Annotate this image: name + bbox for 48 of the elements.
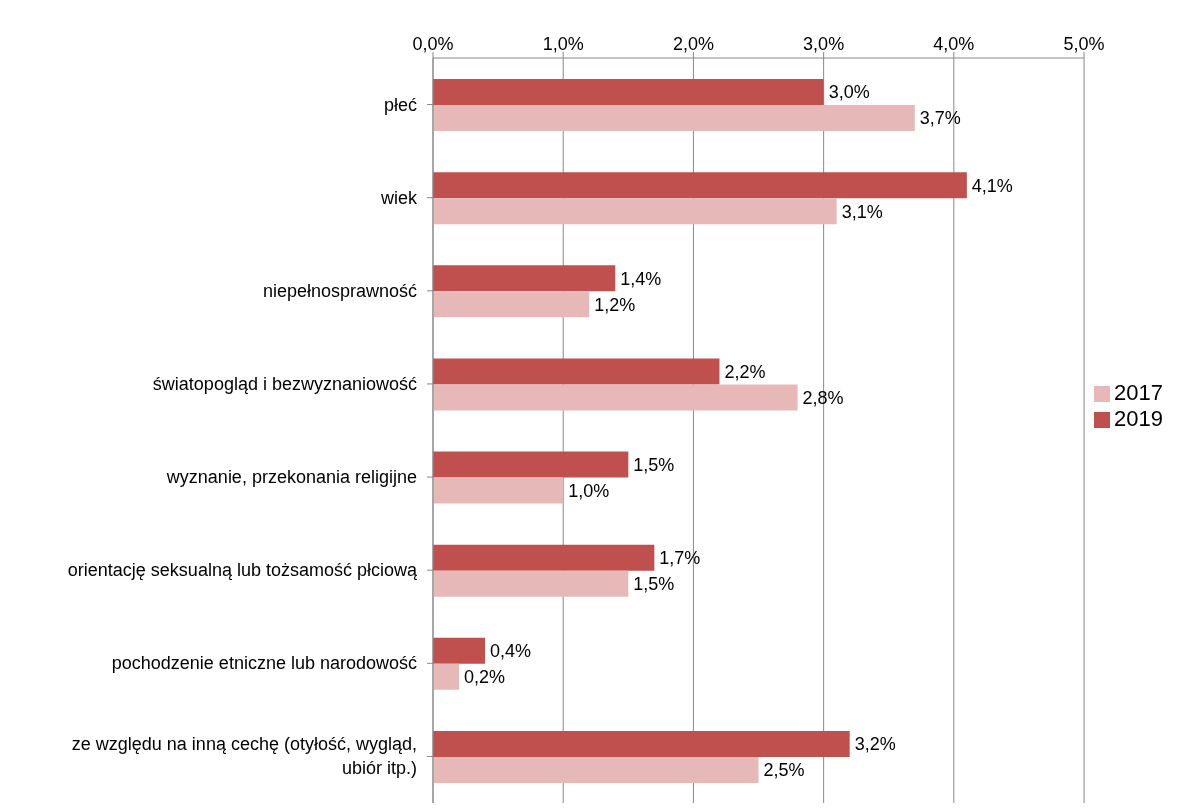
data-label: 0,2% (464, 667, 506, 688)
y-tick-label: wiek (379, 187, 418, 208)
y-tick-label: orientację seksualną lub tożsamość płciową (67, 560, 418, 581)
data-label: 0,4% (490, 641, 532, 662)
data-label: 1,7% (659, 548, 701, 569)
y-tick-label: pochodzenie etniczne lub narodowość (111, 653, 417, 674)
x-tick-label: 4,0% (933, 34, 975, 54)
data-label: 1,0% (568, 480, 610, 501)
data-label: 3,1% (841, 201, 883, 222)
y-tick-label: ze względu na inną cechę (otyłość, wygląd, ubiór itp.) (71, 734, 417, 779)
legend-label: 2019 (1114, 405, 1163, 431)
legend-label: 2017 (1114, 379, 1163, 405)
data-label: 1,4% (620, 268, 662, 289)
data-label: 4,1% (971, 175, 1013, 196)
bar (433, 756, 759, 783)
bar (433, 477, 564, 504)
y-tick-label: płeć (383, 94, 417, 115)
data-label: 1,5% (633, 574, 675, 595)
bar (433, 730, 850, 757)
bar (433, 172, 967, 199)
y-tick-label: wyznanie, przekonania religijne (165, 467, 417, 488)
data-label: 2,2% (724, 361, 766, 382)
x-tick-label: 5,0% (1063, 34, 1105, 54)
data-label: 3,2% (854, 734, 896, 755)
y-tick-label: światopogląd i bezwyznaniowość (152, 373, 417, 394)
bar (433, 637, 486, 664)
data-label: 1,2% (594, 294, 636, 315)
y-tick-label: niepełnosprawność (262, 280, 417, 301)
bar (433, 265, 616, 292)
x-tick-label: 1,0% (542, 34, 584, 54)
bar (433, 291, 590, 318)
bar (433, 358, 720, 385)
bar (433, 79, 824, 105)
data-label: 2,5% (763, 760, 805, 781)
data-label: 2,8% (802, 387, 844, 408)
data-label: 3,0% (828, 82, 870, 103)
bar (433, 570, 629, 597)
bar (433, 451, 629, 478)
bar (433, 105, 915, 131)
bar (433, 384, 798, 411)
x-tick-label: 0,0% (412, 34, 454, 54)
bar (433, 544, 655, 571)
x-tick-label: 3,0% (803, 34, 845, 54)
bar (433, 198, 837, 225)
data-label: 3,7% (919, 108, 961, 129)
x-tick-label: 2,0% (672, 34, 714, 54)
bar (433, 663, 460, 690)
data-label: 1,5% (633, 454, 675, 475)
